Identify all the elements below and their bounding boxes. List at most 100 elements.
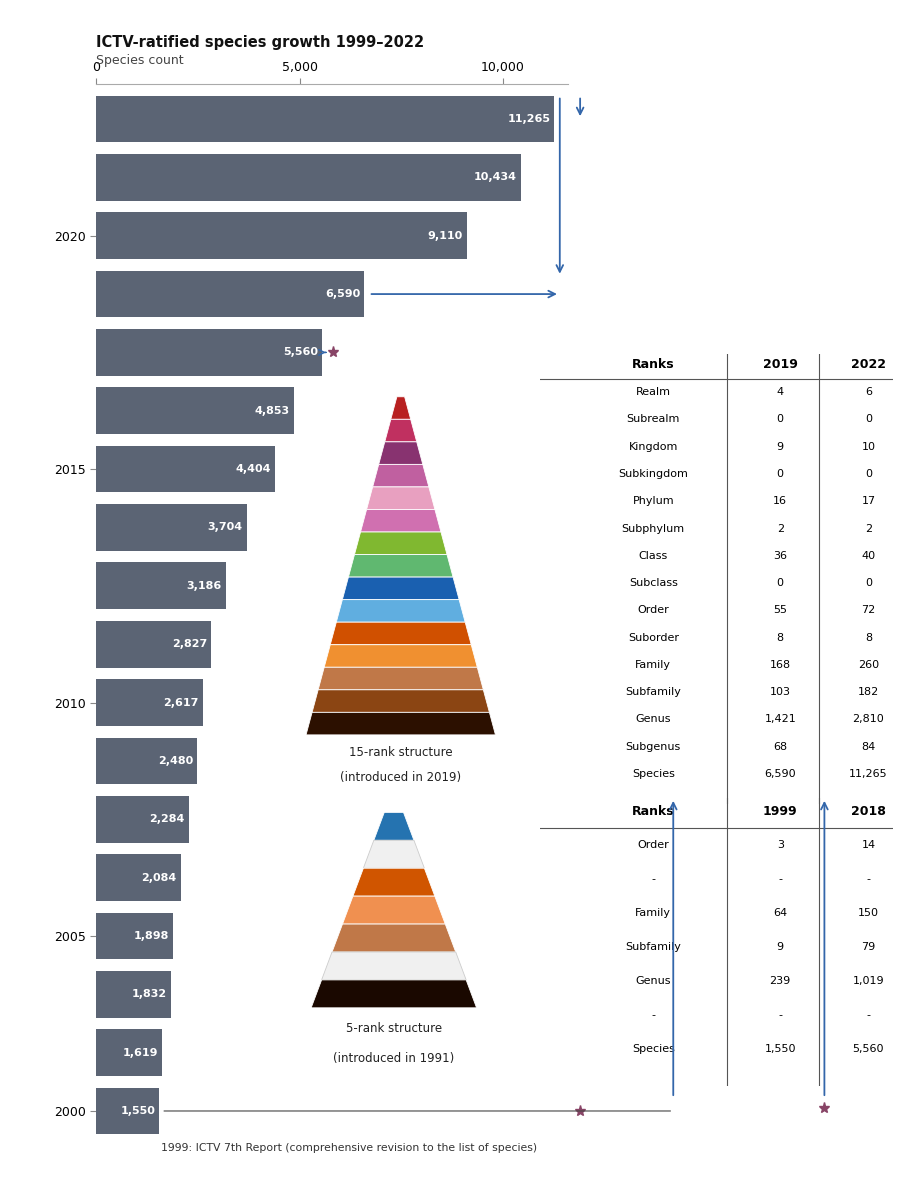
Text: 68: 68 [773, 742, 788, 751]
Text: 14: 14 [861, 840, 876, 851]
Text: 182: 182 [857, 688, 879, 697]
Bar [96, 854, 181, 901]
Bar [96, 796, 189, 842]
Text: 0: 0 [777, 414, 784, 425]
Text: 36: 36 [773, 551, 787, 560]
Bar [96, 212, 466, 259]
Polygon shape [374, 812, 414, 840]
Polygon shape [373, 464, 429, 487]
Polygon shape [322, 952, 466, 980]
Text: -: - [867, 875, 870, 884]
Bar [96, 1087, 159, 1134]
Text: Family: Family [636, 908, 671, 918]
Polygon shape [361, 510, 441, 532]
Text: Family: Family [636, 660, 671, 670]
Polygon shape [318, 667, 484, 690]
Polygon shape [348, 554, 453, 577]
Text: Subclass: Subclass [629, 578, 678, 588]
Text: 2: 2 [865, 523, 872, 534]
Text: Species count: Species count [96, 54, 184, 67]
Bar [96, 912, 173, 959]
Text: Subrealm: Subrealm [627, 414, 680, 425]
Text: 15-rank structure: 15-rank structure [349, 746, 453, 760]
Text: 9,110: 9,110 [428, 230, 463, 241]
Bar [96, 620, 212, 667]
Text: 0: 0 [777, 578, 784, 588]
Text: 5-rank structure: 5-rank structure [346, 1021, 442, 1034]
Text: 40: 40 [861, 551, 876, 560]
Text: Species: Species [632, 1044, 675, 1054]
Text: 17: 17 [861, 497, 876, 506]
Text: Ranks: Ranks [632, 359, 674, 372]
Polygon shape [364, 840, 424, 869]
Text: Order: Order [638, 840, 670, 851]
Text: 1,019: 1,019 [853, 976, 884, 986]
Text: 8: 8 [777, 632, 784, 643]
Bar [96, 1030, 162, 1076]
Polygon shape [324, 644, 477, 667]
Text: 11,265: 11,265 [849, 769, 888, 779]
Text: 2,827: 2,827 [172, 640, 207, 649]
Text: 2,480: 2,480 [158, 756, 193, 766]
Bar [96, 271, 365, 318]
Text: 0: 0 [777, 469, 784, 479]
Text: 1,550: 1,550 [120, 1106, 155, 1116]
Text: -: - [779, 875, 782, 884]
Text: 0: 0 [865, 578, 872, 588]
Bar [96, 679, 202, 726]
Polygon shape [311, 980, 476, 1008]
Bar [96, 96, 554, 143]
Text: Subgenus: Subgenus [626, 742, 681, 751]
Text: 2018: 2018 [851, 805, 886, 818]
Text: 260: 260 [858, 660, 879, 670]
Text: 1,421: 1,421 [764, 714, 796, 725]
Text: 11,265: 11,265 [507, 114, 551, 124]
Text: 79: 79 [861, 942, 876, 952]
Text: 1999: ICTV 7th Report (comprehensive revision to the list of species): 1999: ICTV 7th Report (comprehensive rev… [161, 1144, 538, 1153]
Bar [96, 154, 520, 200]
Text: 4,404: 4,404 [235, 464, 271, 474]
Text: 1999: 1999 [763, 805, 798, 818]
Text: 3,704: 3,704 [208, 522, 243, 533]
Text: Subfamily: Subfamily [626, 688, 682, 697]
Text: 0: 0 [865, 469, 872, 479]
Text: 168: 168 [769, 660, 791, 670]
Bar [96, 504, 246, 551]
Text: 2022: 2022 [851, 359, 886, 372]
Text: -: - [651, 875, 655, 884]
Text: Subfamily: Subfamily [626, 942, 682, 952]
Text: Ranks: Ranks [632, 805, 674, 818]
Text: ICTV-ratified species growth 1999–2022: ICTV-ratified species growth 1999–2022 [96, 35, 424, 50]
Polygon shape [366, 487, 435, 510]
Text: Subkingdom: Subkingdom [618, 469, 688, 479]
Text: -: - [867, 1010, 870, 1020]
Bar [96, 445, 276, 492]
Text: 55: 55 [773, 605, 787, 616]
Bar [96, 563, 225, 610]
Text: 1,550: 1,550 [765, 1044, 796, 1054]
Text: 239: 239 [769, 976, 791, 986]
Text: 9: 9 [777, 942, 784, 952]
Text: Kingdom: Kingdom [628, 442, 678, 451]
Text: Order: Order [638, 605, 670, 616]
Text: 0: 0 [865, 414, 872, 425]
Bar [96, 329, 322, 376]
Text: 6,590: 6,590 [765, 769, 796, 779]
Polygon shape [353, 869, 435, 896]
Text: 2,810: 2,810 [853, 714, 884, 725]
Polygon shape [391, 397, 410, 419]
Text: 6,590: 6,590 [325, 289, 360, 299]
Text: 64: 64 [773, 908, 788, 918]
Text: Genus: Genus [636, 976, 671, 986]
Text: 10: 10 [861, 442, 876, 451]
Text: 10,434: 10,434 [474, 173, 517, 182]
Text: Genus: Genus [636, 714, 671, 725]
Text: 4,853: 4,853 [255, 406, 289, 415]
Text: -: - [779, 1010, 782, 1020]
Text: 3,186: 3,186 [187, 581, 222, 590]
Polygon shape [306, 713, 496, 734]
Text: 84: 84 [861, 742, 876, 751]
Text: 8: 8 [865, 632, 872, 643]
Polygon shape [312, 690, 489, 713]
Bar [96, 971, 170, 1018]
